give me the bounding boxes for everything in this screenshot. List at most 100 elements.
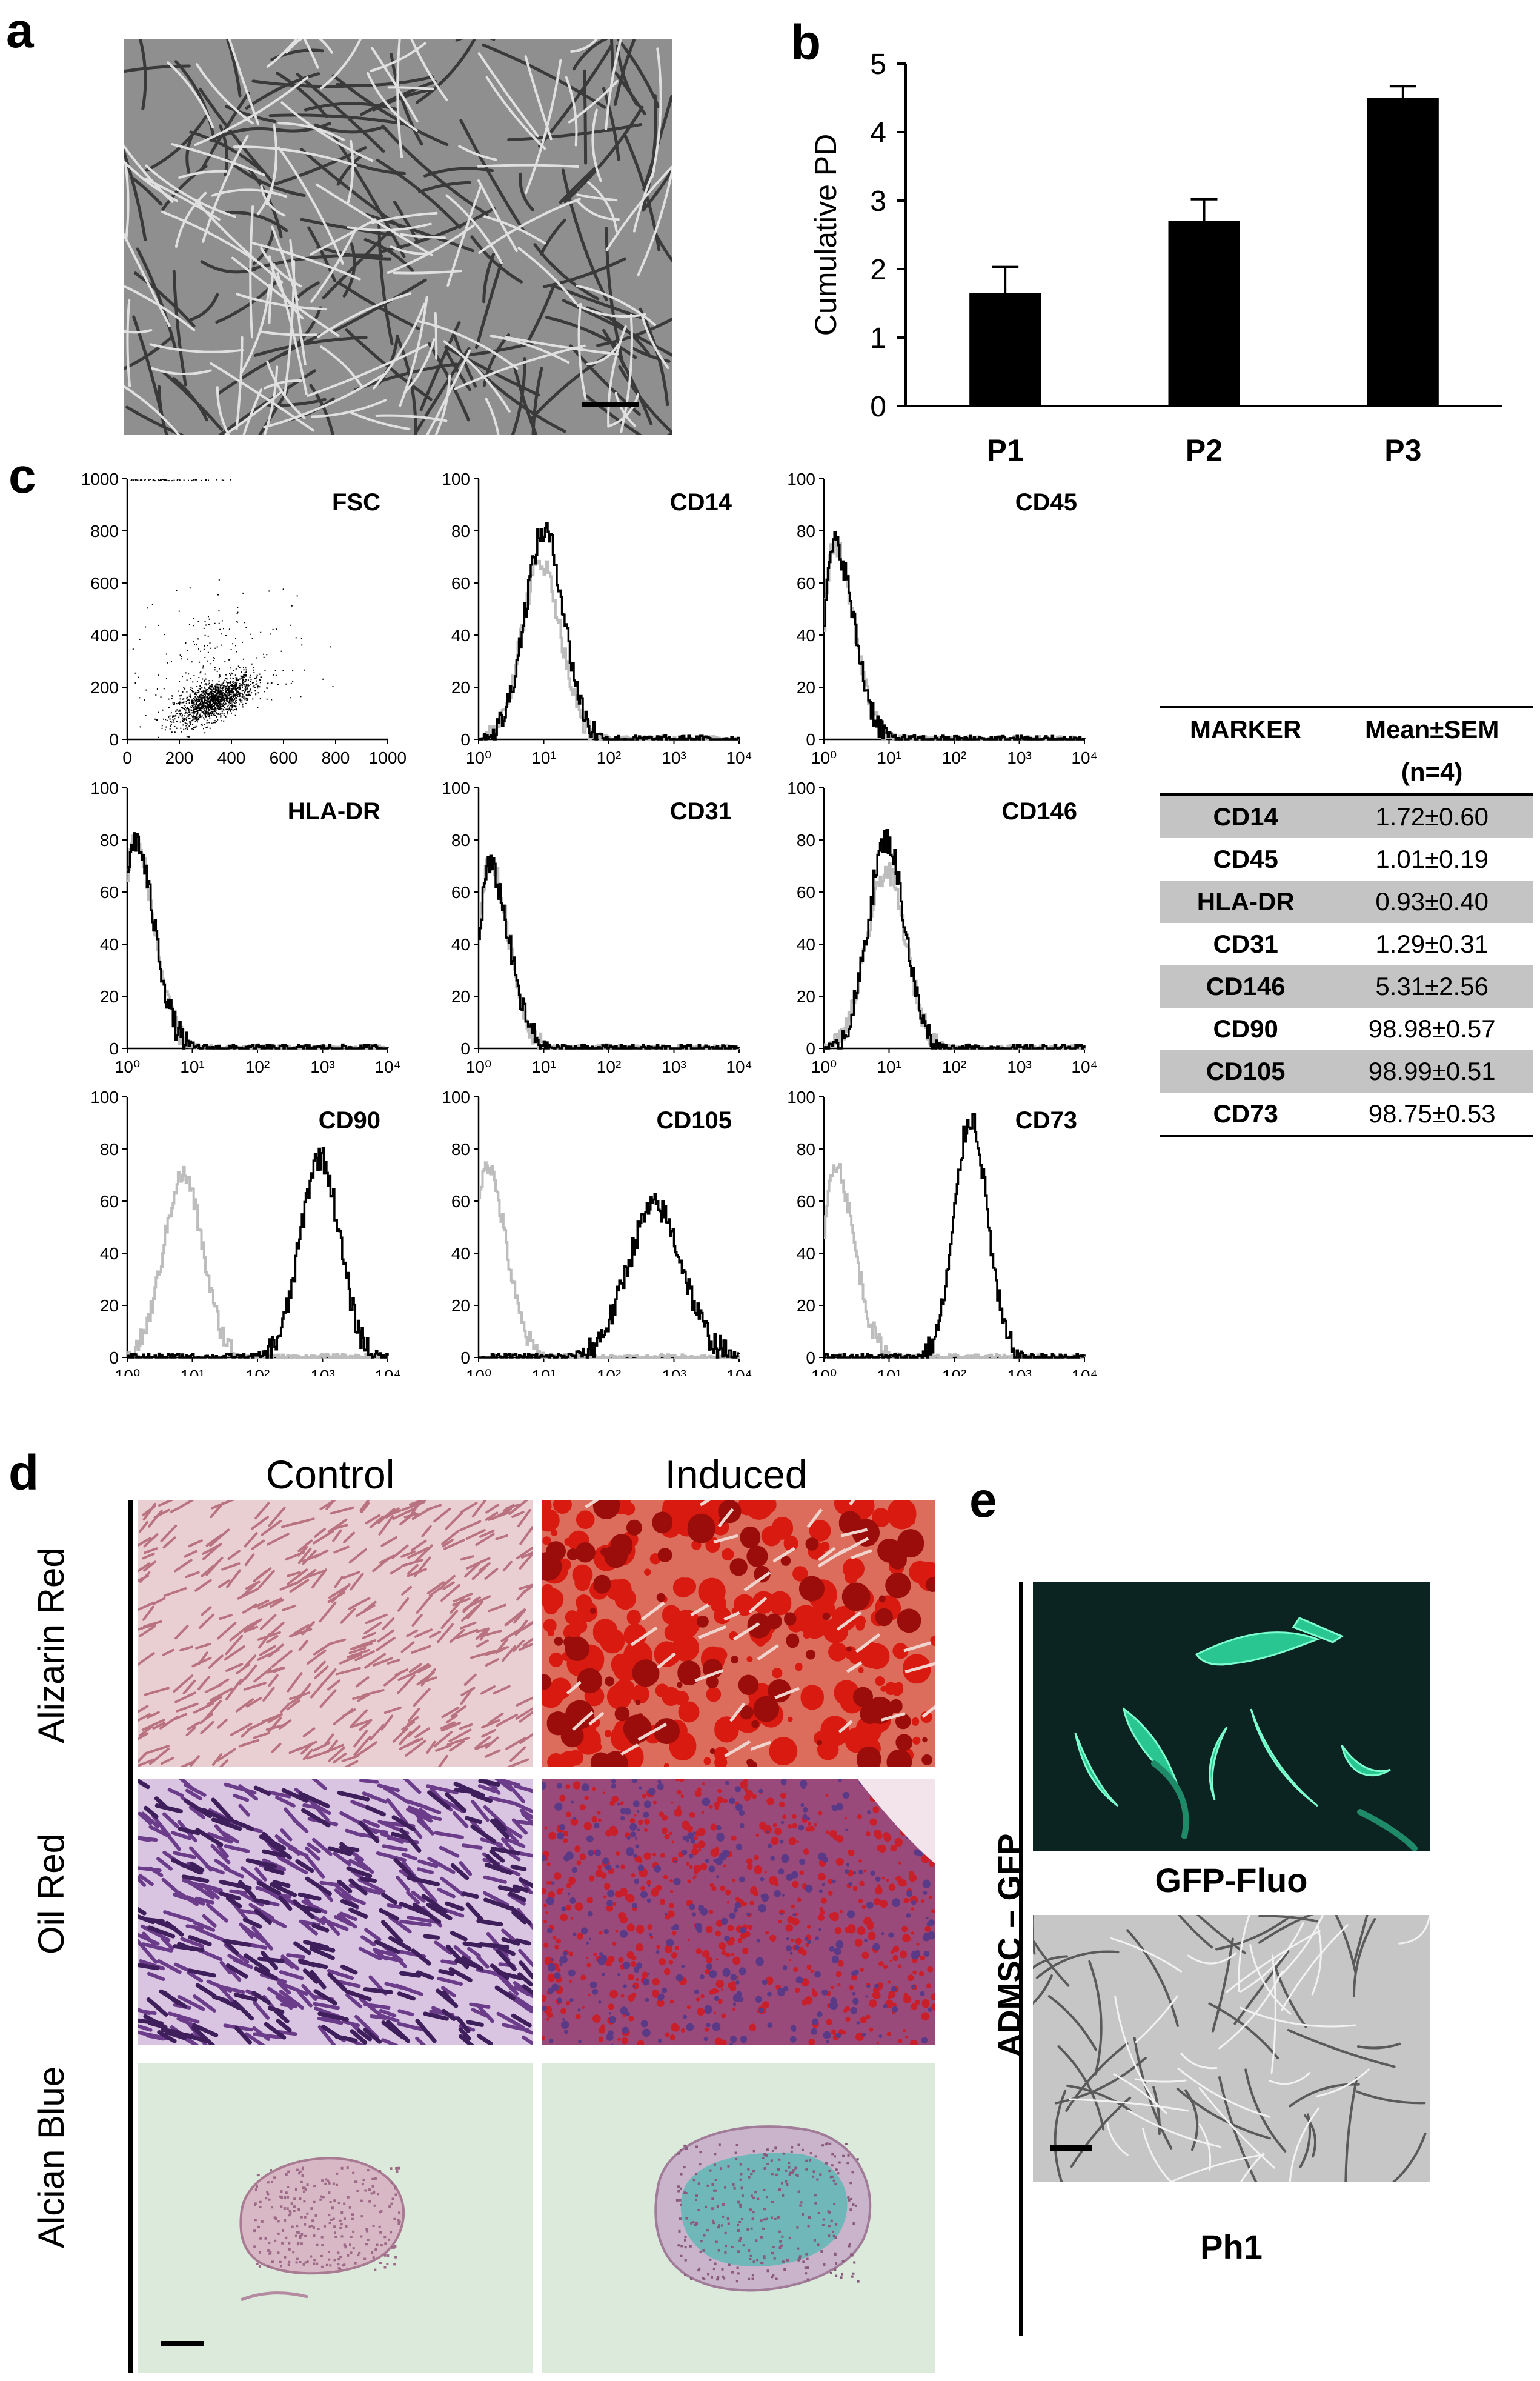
bar bbox=[1168, 221, 1240, 406]
plot-y-tick-label: 100 bbox=[787, 779, 815, 798]
plot-y-tick-label: 40 bbox=[100, 1244, 119, 1263]
plot-title: CD73 bbox=[1015, 1107, 1077, 1134]
pale-corner bbox=[857, 1779, 935, 1863]
plot-y-tick-label: 60 bbox=[797, 574, 815, 593]
marker-value-cell: 1.01±0.19 bbox=[1375, 845, 1489, 873]
marker-name-cell: CD31 bbox=[1213, 930, 1278, 958]
plot-x-tick-label: 10³ bbox=[1007, 748, 1031, 767]
marker-table-row: CD105 98.99±0.51 bbox=[1160, 1050, 1533, 1093]
plot-x-tick-label: 10² bbox=[597, 1367, 621, 1376]
gfp-cell bbox=[1292, 1617, 1344, 1643]
histogram-control bbox=[479, 559, 739, 741]
panel-label-a: a bbox=[6, 3, 34, 58]
plot-y-tick-label: 40 bbox=[451, 1244, 470, 1263]
plot-y-tick-label: 200 bbox=[90, 678, 119, 697]
panel-e-divider bbox=[1019, 1582, 1023, 2336]
y-tick-label: 0 bbox=[870, 391, 886, 423]
panel-label-c: c bbox=[8, 448, 36, 504]
marker-name-cell: CD90 bbox=[1213, 1014, 1278, 1043]
scale-bar bbox=[1050, 2145, 1092, 2151]
plot-y-tick-label: 80 bbox=[797, 522, 815, 541]
column-title-control: Control bbox=[265, 1452, 395, 1497]
pale-streaks bbox=[566, 1500, 935, 1758]
plot-x-tick-label: 0 bbox=[122, 748, 132, 767]
plot-y-tick-label: 80 bbox=[451, 831, 470, 850]
marker-table-header-mean: Mean±SEM bbox=[1364, 715, 1499, 744]
bar-chart-cumulative-pd: 0 1 2 3 4 5 Cumulative PD P1 P2 P3 bbox=[809, 48, 1502, 467]
plot-y-tick-label: 1000 bbox=[81, 470, 119, 488]
y-tick-label: 5 bbox=[870, 48, 886, 81]
gfp-cell bbox=[1209, 1727, 1228, 1800]
plot-x-tick-label: 10⁰ bbox=[115, 1057, 140, 1076]
column-title-induced: Induced bbox=[665, 1452, 808, 1497]
plot-x-tick-label: 600 bbox=[270, 748, 298, 767]
marker-table: MARKER Mean±SEM (n=4) CD14 1.72±0.60 CD45 1… bbox=[1160, 706, 1533, 1137]
plot-title: CD14 bbox=[670, 489, 732, 516]
plot-x-tick-label: 10² bbox=[942, 1057, 966, 1076]
histogram-sample bbox=[127, 832, 389, 1050]
plot-y-tick-label: 0 bbox=[806, 1039, 815, 1058]
plot-y-tick-label: 80 bbox=[451, 522, 470, 541]
cell-outlines-light bbox=[124, 39, 672, 435]
plot-x-tick-label: 10⁰ bbox=[811, 1367, 837, 1376]
plot-y-tick-label: 100 bbox=[90, 779, 119, 798]
plot-x-tick-label: 10⁴ bbox=[1071, 1367, 1097, 1376]
marker-name-cell: HLA-DR bbox=[1160, 881, 1332, 923]
plot-y-tick-label: 20 bbox=[451, 1296, 470, 1315]
flow-plot-cd31: 0 20 40 60 80 100 10⁰ 10¹ 10² 10³ 10⁴ CD31 bbox=[442, 779, 752, 1076]
plot-y-tick-label: 20 bbox=[797, 1296, 815, 1315]
plot-x-tick-label: 10² bbox=[942, 1367, 966, 1376]
plot-y-tick-label: 40 bbox=[797, 1244, 815, 1263]
cell-outlines-dark bbox=[1033, 1915, 1427, 2182]
plot-x-tick-label: 10⁰ bbox=[466, 1057, 491, 1076]
plot-x-tick-label: 10¹ bbox=[531, 748, 556, 767]
micrograph-a-image bbox=[124, 39, 672, 435]
marker-value-cell: 98.75±0.53 bbox=[1368, 1099, 1496, 1128]
plot-x-tick-label: 10⁰ bbox=[466, 1367, 491, 1376]
plot-y-tick-label: 80 bbox=[797, 1140, 815, 1159]
marker-value-cell: 1.72±0.60 bbox=[1331, 794, 1533, 838]
plot-x-tick-label: 10⁴ bbox=[374, 1367, 400, 1376]
panel-label-d: d bbox=[8, 1445, 39, 1500]
micrograph-phase-contrast-a bbox=[124, 39, 672, 435]
image-alizarin-induced bbox=[542, 1500, 935, 1767]
histogram-sample bbox=[479, 1193, 740, 1359]
plot-y-tick-label: 60 bbox=[100, 883, 119, 902]
plot-y-tick-label: 40 bbox=[797, 626, 815, 645]
marker-table-row: CD14 1.72±0.60 bbox=[1160, 794, 1533, 838]
image-background bbox=[138, 1500, 533, 1767]
x-category-label: P3 bbox=[1384, 433, 1421, 467]
plot-x-tick-label: 10¹ bbox=[531, 1367, 556, 1376]
flow-plot-cd45: 0 20 40 60 80 100 10⁰ 10¹ 10² 10³ 10⁴ CD45 bbox=[787, 470, 1097, 767]
image-oilred-control bbox=[138, 1779, 533, 2045]
plot-x-tick-label: 10⁴ bbox=[1071, 748, 1097, 767]
plot-y-tick-label: 60 bbox=[451, 883, 470, 902]
row-title-oil-red: Oil Red bbox=[31, 1833, 71, 1955]
histogram-control bbox=[127, 834, 388, 1050]
y-axis-label: Cumulative PD bbox=[809, 134, 843, 336]
plot-y-tick-label: 0 bbox=[460, 1039, 470, 1058]
plot-y-tick-label: 40 bbox=[797, 935, 815, 954]
plot-y-tick-label: 20 bbox=[451, 987, 470, 1006]
plot-title: CD90 bbox=[319, 1107, 380, 1134]
image-background bbox=[1033, 1582, 1430, 1851]
image-alcian-induced bbox=[542, 2063, 935, 2373]
plot-y-tick-label: 20 bbox=[100, 987, 119, 1006]
histogram-control bbox=[824, 540, 1084, 741]
plot-y-tick-label: 800 bbox=[90, 522, 119, 541]
marker-name-cell: CD14 bbox=[1160, 794, 1332, 838]
side-label-admsc-gfp: ADMSC – GFP bbox=[992, 1833, 1028, 2057]
plot-title: HLA-DR bbox=[288, 798, 380, 825]
plot-x-tick-label: 10² bbox=[245, 1367, 270, 1376]
marker-value-cell: 5.31±2.56 bbox=[1331, 965, 1533, 1008]
y-tick-label: 2 bbox=[870, 254, 886, 286]
marker-name-cell: CD73 bbox=[1213, 1099, 1278, 1128]
image-oilred-induced bbox=[542, 1779, 935, 2045]
bar bbox=[969, 293, 1041, 406]
plot-x-tick-label: 10³ bbox=[1007, 1367, 1031, 1376]
y-tick-label: 4 bbox=[870, 117, 886, 149]
plot-y-tick-label: 40 bbox=[451, 935, 470, 954]
panel-label-b: b bbox=[791, 15, 821, 70]
plot-y-tick-label: 80 bbox=[100, 1140, 119, 1159]
